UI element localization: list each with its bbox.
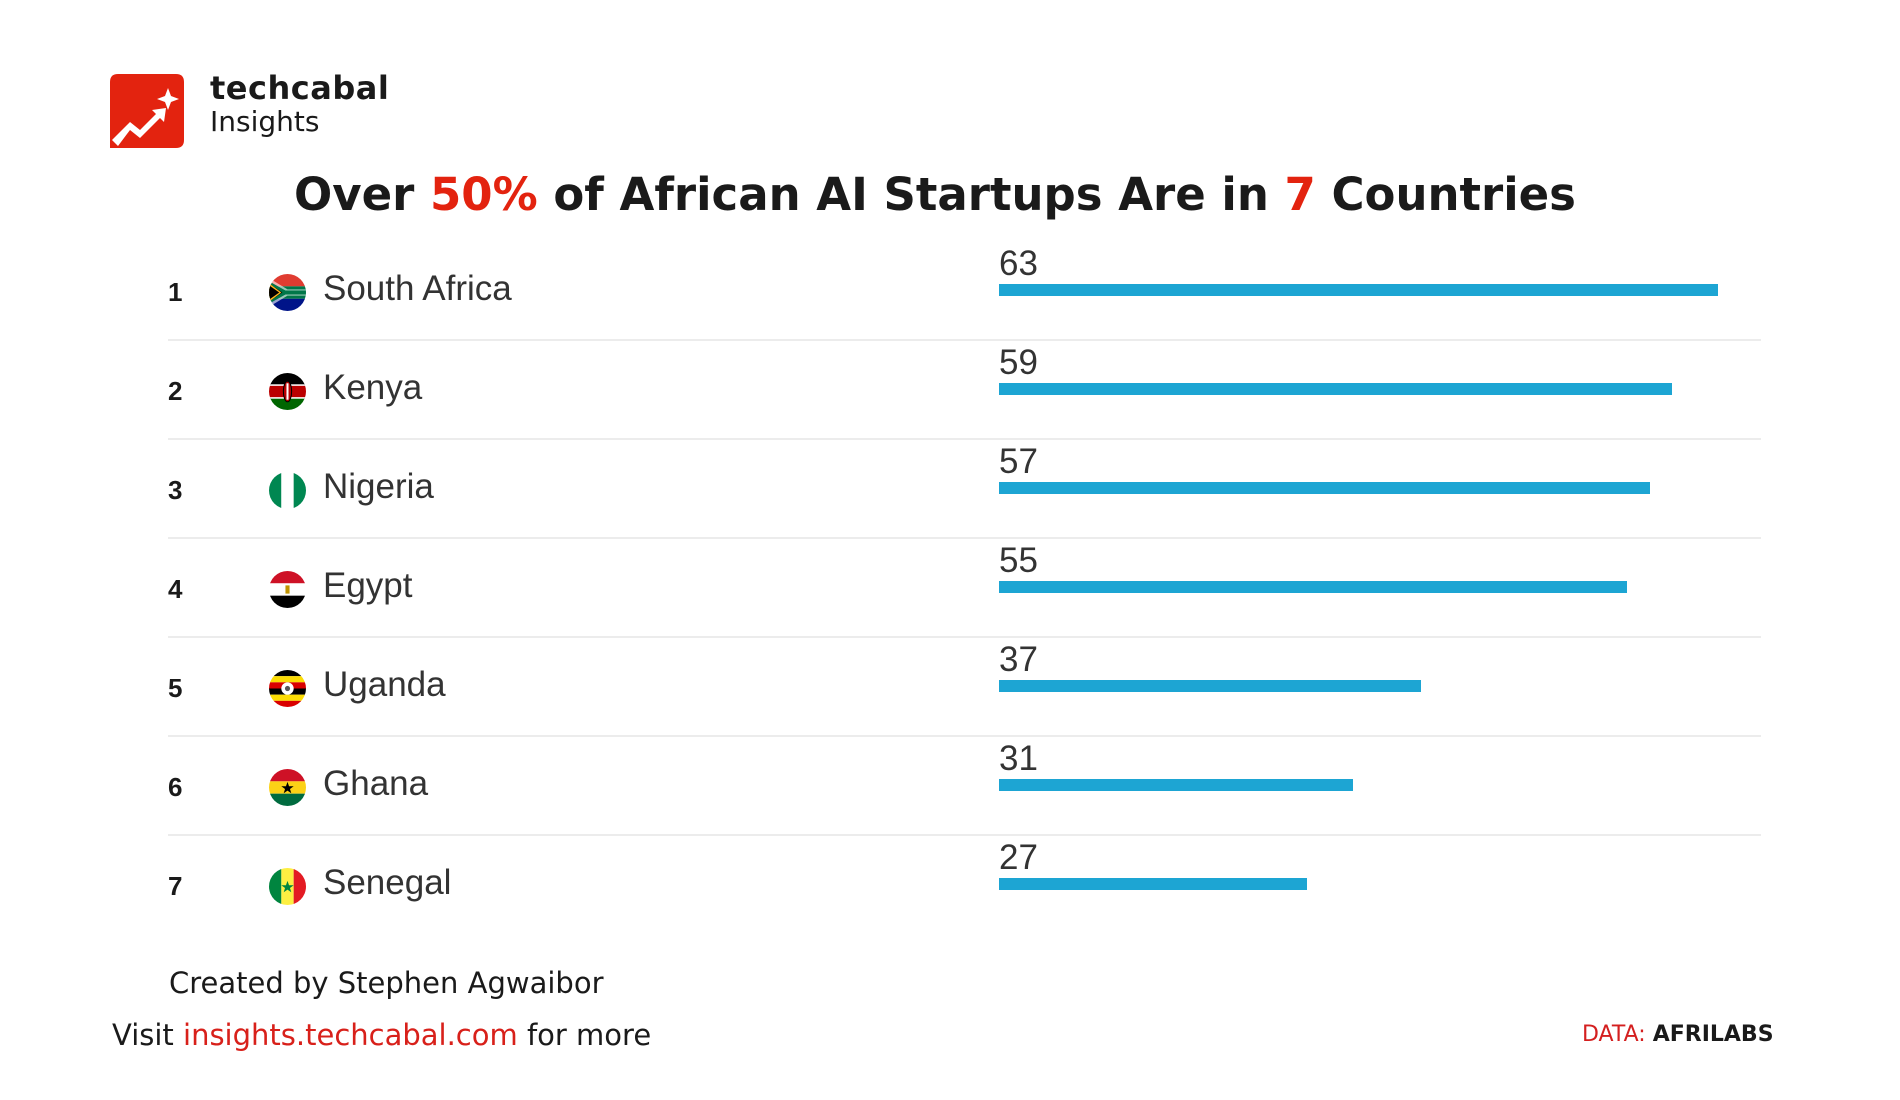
value-label: 55 xyxy=(999,541,1038,580)
country-label: Uganda xyxy=(323,665,446,704)
title-highlight-count: 7 xyxy=(1284,168,1316,221)
country-label: Egypt xyxy=(323,566,413,605)
title-post: Countries xyxy=(1315,168,1576,221)
row-divider xyxy=(168,537,1761,539)
chart-row: 6 Ghana 31 xyxy=(168,737,1761,836)
brand-sub: Insights xyxy=(210,105,320,138)
title-mid: of African AI Startups Are in xyxy=(537,168,1285,221)
country-label: Ghana xyxy=(323,764,429,803)
bar-uganda xyxy=(999,680,1422,692)
nigeria-flag-icon xyxy=(269,472,306,509)
row-divider xyxy=(168,438,1761,440)
value-label: 37 xyxy=(999,640,1038,679)
value-label: 59 xyxy=(999,343,1038,382)
data-source: DATA: AFRILABS xyxy=(1582,1022,1774,1047)
country-label: Kenya xyxy=(323,368,423,407)
techcabal-logo-icon xyxy=(110,74,184,148)
rank-label: 4 xyxy=(168,574,183,604)
bar-senegal xyxy=(999,878,1308,890)
bar-south-africa xyxy=(999,284,1718,296)
country-label: Nigeria xyxy=(323,467,434,506)
row-divider xyxy=(168,339,1761,341)
rank-label: 3 xyxy=(168,475,183,505)
rank-label: 5 xyxy=(168,673,183,703)
senegal-flag-icon xyxy=(269,868,306,905)
chart-row: 5 Uganda 37 xyxy=(168,638,1761,737)
brand-name: techcabal xyxy=(210,69,390,107)
bar-kenya xyxy=(999,383,1673,395)
row-divider xyxy=(168,735,1761,737)
country-label: Senegal xyxy=(323,863,452,902)
row-divider xyxy=(168,834,1761,836)
bar-nigeria xyxy=(999,482,1650,494)
value-label: 31 xyxy=(999,739,1038,778)
ghana-flag-icon xyxy=(269,769,306,806)
uganda-flag-icon xyxy=(269,670,306,707)
visit-link[interactable]: insights.techcabal.com xyxy=(183,1018,518,1052)
visit-line: Visit insights.techcabal.com for more xyxy=(112,1018,651,1052)
chart-row: 4 Egypt 55 xyxy=(168,539,1761,638)
country-label: South Africa xyxy=(323,269,512,308)
bar-egypt xyxy=(999,581,1627,593)
title-pre: Over xyxy=(294,168,430,221)
source-label: DATA: xyxy=(1582,1022,1646,1047)
row-divider xyxy=(168,636,1761,638)
bar-ghana xyxy=(999,779,1353,791)
value-label: 63 xyxy=(999,244,1038,283)
source-value: AFRILABS xyxy=(1652,1022,1774,1047)
chart-row: 7 Senegal 27 xyxy=(168,836,1761,935)
value-label: 27 xyxy=(999,838,1038,877)
visit-post: for more xyxy=(517,1018,652,1052)
south-africa-flag-icon xyxy=(269,274,306,311)
title-highlight-percent: 50% xyxy=(429,168,538,221)
kenya-flag-icon xyxy=(269,373,306,410)
brand: techcabal Insights xyxy=(210,72,389,136)
visit-pre: Visit xyxy=(112,1018,184,1052)
rank-label: 2 xyxy=(168,376,183,406)
credit: Created by Stephen Agwaibor xyxy=(169,966,604,1000)
value-label: 57 xyxy=(999,442,1038,481)
chart-row: 2 Kenya 59 xyxy=(168,341,1761,440)
chart-row: 1 South Africa 63 xyxy=(168,242,1761,341)
chart-row: 3 Nigeria 57 xyxy=(168,440,1761,539)
rank-label: 1 xyxy=(168,277,183,307)
rank-label: 7 xyxy=(168,871,183,901)
rank-label: 6 xyxy=(168,772,183,802)
egypt-flag-icon xyxy=(269,571,306,608)
chart-title: Over 50% of African AI Startups Are in 7… xyxy=(0,168,1870,221)
